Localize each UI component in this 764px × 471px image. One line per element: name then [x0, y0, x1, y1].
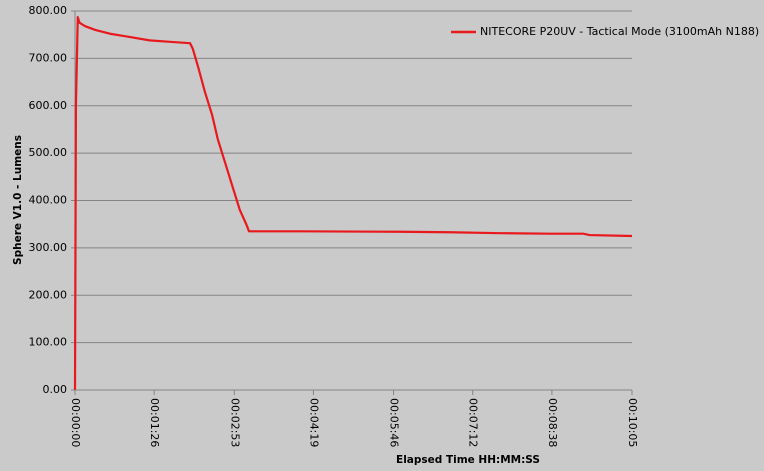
x-tick-label: 00:04:19: [307, 398, 320, 447]
y-tick-label: 800.00: [29, 4, 68, 17]
x-axis-title: Elapsed Time HH:MM:SS: [396, 454, 540, 466]
y-tick-label: 500.00: [29, 146, 68, 159]
y-tick-label: 100.00: [29, 336, 68, 349]
x-tick-label: 00:05:46: [388, 398, 401, 447]
x-tick-label: 00:02:53: [228, 398, 241, 447]
x-tick-label: 00:10:05: [626, 398, 639, 447]
y-tick-label: 0.00: [43, 383, 68, 396]
x-tick-label: 00:01:26: [148, 398, 161, 447]
data-line: [73, 16, 633, 391]
legend-label: NITECORE P20UV - Tactical Mode (3100mAh …: [480, 25, 759, 38]
y-axis-title: Sphere V1.0 - Lumens: [12, 135, 24, 265]
y-tick-label: 300.00: [29, 241, 68, 254]
x-tick-label: 00:08:38: [546, 398, 559, 447]
y-tick-label: 700.00: [29, 51, 68, 64]
y-tick-label: 600.00: [29, 99, 68, 112]
x-tick-label: 00:07:12: [467, 398, 480, 447]
x-tick-label: 00:00:00: [69, 398, 82, 447]
y-tick-label: 400.00: [29, 194, 68, 207]
y-tick-label: 200.00: [29, 288, 68, 301]
